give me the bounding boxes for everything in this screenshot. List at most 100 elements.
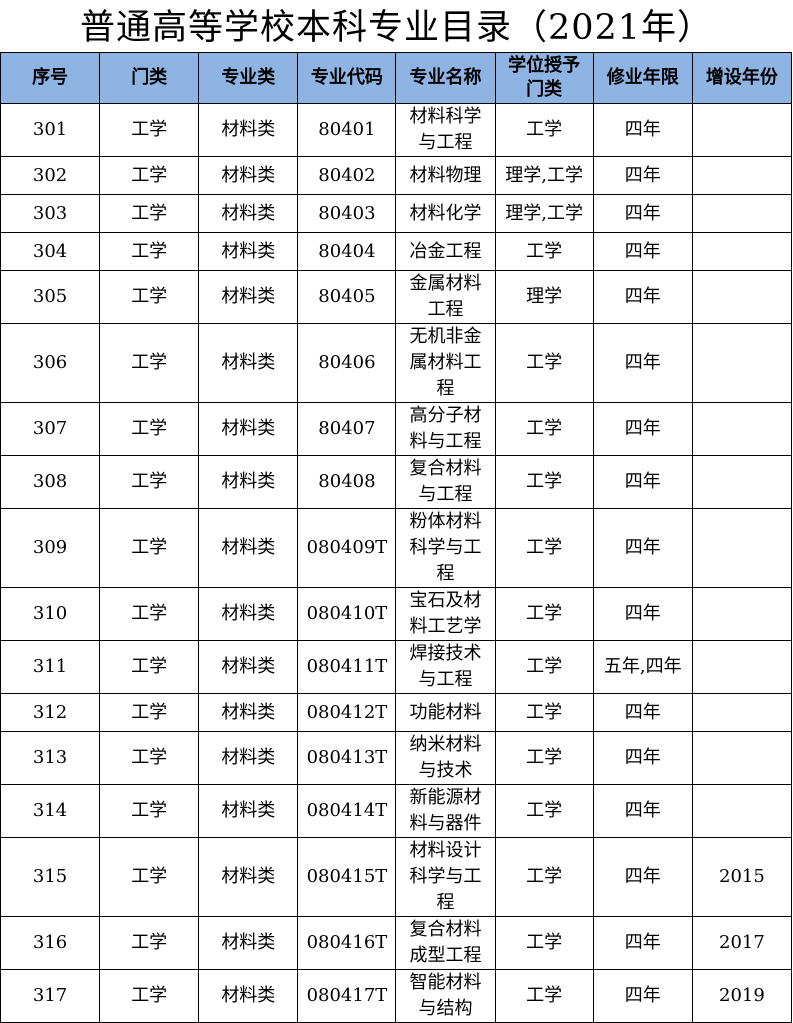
col-degree-cell: 理学,工学	[494, 156, 594, 195]
col-discipline-cell: 工学	[99, 103, 200, 157]
col-discipline-header: 门类	[99, 52, 200, 104]
table-row: 305 工学 材料类 80405 金属材料工程 理学 四年	[0, 270, 793, 324]
table-row: 306 工学 材料类 80406 无机非金属材料工程 工学 四年	[0, 323, 793, 403]
col-major-class-cell: 材料类	[198, 323, 299, 403]
col-degree-cell: 工学	[494, 731, 594, 785]
col-major-code-cell: 80408	[297, 455, 397, 509]
table-row: 309 工学 材料类 080409T 粉体材料科学与工程 工学 四年	[0, 508, 793, 588]
col-major-class-cell: 材料类	[198, 270, 299, 324]
col-major-name-cell: 宝石及材料工艺学	[395, 587, 496, 641]
col-duration-cell: 四年	[592, 784, 693, 838]
col-discipline-cell: 工学	[99, 969, 200, 1023]
col-major-name-cell: 粉体材料科学与工程	[395, 508, 496, 588]
col-year-added-cell: 2017	[691, 916, 793, 970]
col-major-name-cell: 功能材料	[395, 693, 496, 732]
col-year-added-cell	[691, 587, 793, 641]
col-year-added-cell	[691, 731, 793, 785]
col-major-code-header: 专业代码	[297, 52, 397, 104]
col-index-cell: 317	[0, 969, 101, 1023]
col-duration-cell: 四年	[592, 103, 693, 157]
col-major-code-cell: 080412T	[297, 693, 397, 732]
col-duration-cell: 四年	[592, 969, 693, 1023]
col-major-name-cell: 材料设计科学与工程	[395, 837, 496, 917]
col-degree-cell: 工学	[494, 323, 594, 403]
col-year-added-cell	[691, 784, 793, 838]
col-major-class-cell: 材料类	[198, 784, 299, 838]
col-major-class-cell: 材料类	[198, 508, 299, 588]
col-degree-cell: 工学	[494, 916, 594, 970]
col-index-cell: 309	[0, 508, 101, 588]
col-index-cell: 315	[0, 837, 101, 917]
col-degree-cell: 工学	[494, 455, 594, 509]
col-duration-cell: 四年	[592, 323, 693, 403]
col-major-code-cell: 080415T	[297, 837, 397, 917]
col-year-added-cell: 2015	[691, 837, 793, 917]
page-title: 普通高等学校本科专业目录（2021年）	[79, 8, 714, 48]
col-duration-cell: 四年	[592, 232, 693, 271]
col-major-name-cell: 智能材料与结构	[395, 969, 496, 1023]
col-discipline-cell: 工学	[99, 232, 200, 271]
col-year-added-cell	[691, 103, 793, 157]
col-major-code-cell: 80401	[297, 103, 397, 157]
col-year-added-cell	[691, 640, 793, 694]
col-major-class-cell: 材料类	[198, 455, 299, 509]
col-year-added-cell	[691, 402, 793, 456]
col-major-class-cell: 材料类	[198, 232, 299, 271]
col-degree-cell: 工学	[494, 402, 594, 456]
col-index-cell: 301	[0, 103, 101, 157]
col-degree-cell: 理学	[494, 270, 594, 324]
col-major-code-cell: 80404	[297, 232, 397, 271]
col-duration-cell: 四年	[592, 693, 693, 732]
major-catalog-table: 序号 门类 专业类 专业代码 专业名称 学位授予门类 修业年限 增设年份 301 工学 材料类 80…	[0, 52, 793, 1023]
col-degree-cell: 工学	[494, 640, 594, 694]
col-major-code-cell: 80402	[297, 156, 397, 195]
col-major-name-cell: 高分子材料与工程	[395, 402, 496, 456]
col-discipline-cell: 工学	[99, 270, 200, 324]
col-major-class-cell: 材料类	[198, 837, 299, 917]
col-degree-header: 学位授予门类	[494, 52, 594, 104]
table-row: 312 工学 材料类 080412T 功能材料 工学 四年	[0, 693, 793, 732]
col-major-code-cell: 080411T	[297, 640, 397, 694]
col-discipline-cell: 工学	[99, 194, 200, 233]
col-duration-cell: 五年,四年	[592, 640, 693, 694]
table-row: 304 工学 材料类 80404 冶金工程 工学 四年	[0, 232, 793, 271]
table-row: 303 工学 材料类 80403 材料化学 理学,工学 四年	[0, 194, 793, 233]
col-discipline-cell: 工学	[99, 693, 200, 732]
col-major-code-cell: 80405	[297, 270, 397, 324]
col-year-added-cell	[691, 194, 793, 233]
table-row: 310 工学 材料类 080410T 宝石及材料工艺学 工学 四年	[0, 587, 793, 641]
col-discipline-cell: 工学	[99, 784, 200, 838]
table-row: 307 工学 材料类 80407 高分子材料与工程 工学 四年	[0, 402, 793, 456]
col-duration-cell: 四年	[592, 837, 693, 917]
col-index-cell: 311	[0, 640, 101, 694]
col-major-class-cell: 材料类	[198, 916, 299, 970]
col-major-name-cell: 无机非金属材料工程	[395, 323, 496, 403]
col-degree-cell: 工学	[494, 784, 594, 838]
col-discipline-cell: 工学	[99, 837, 200, 917]
table-row: 311 工学 材料类 080411T 焊接技术与工程 工学 五年,四年	[0, 640, 793, 694]
table-row: 313 工学 材料类 080413T 纳米材料与技术 工学 四年	[0, 731, 793, 785]
table-row: 314 工学 材料类 080414T 新能源材料与器件 工学 四年	[0, 784, 793, 838]
col-degree-cell: 工学	[494, 837, 594, 917]
col-duration-cell: 四年	[592, 587, 693, 641]
table-header-row: 序号 门类 专业类 专业代码 专业名称 学位授予门类 修业年限 增设年份	[0, 52, 793, 104]
col-duration-cell: 四年	[592, 270, 693, 324]
col-duration-cell: 四年	[592, 455, 693, 509]
col-major-name-cell: 复合材料成型工程	[395, 916, 496, 970]
col-major-class-cell: 材料类	[198, 731, 299, 785]
col-discipline-cell: 工学	[99, 916, 200, 970]
col-major-code-cell: 080414T	[297, 784, 397, 838]
col-index-cell: 316	[0, 916, 101, 970]
col-degree-cell: 理学,工学	[494, 194, 594, 233]
col-index-cell: 312	[0, 693, 101, 732]
col-major-name-cell: 金属材料工程	[395, 270, 496, 324]
col-major-class-cell: 材料类	[198, 693, 299, 732]
col-major-name-cell: 纳米材料与技术	[395, 731, 496, 785]
col-degree-cell: 工学	[494, 508, 594, 588]
col-index-cell: 306	[0, 323, 101, 403]
col-major-class-cell: 材料类	[198, 587, 299, 641]
col-major-class-cell: 材料类	[198, 640, 299, 694]
col-discipline-cell: 工学	[99, 323, 200, 403]
col-major-class-cell: 材料类	[198, 194, 299, 233]
col-year-added-cell	[691, 693, 793, 732]
